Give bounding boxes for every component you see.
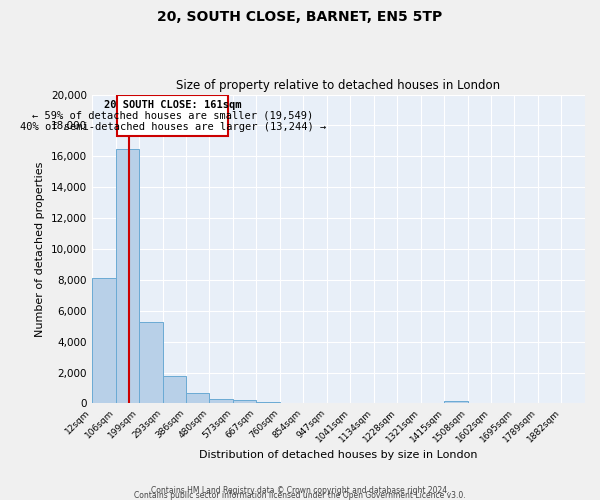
Text: 20, SOUTH CLOSE, BARNET, EN5 5TP: 20, SOUTH CLOSE, BARNET, EN5 5TP (157, 10, 443, 24)
X-axis label: Distribution of detached houses by size in London: Distribution of detached houses by size … (199, 450, 478, 460)
Bar (186, 392, 209, 404)
Bar (256, 402, 280, 404)
Bar (233, 400, 256, 404)
Bar (92, 278, 116, 404)
Text: Contains HM Land Registry data © Crown copyright and database right 2024.: Contains HM Land Registry data © Crown c… (151, 486, 449, 495)
Bar (209, 399, 233, 404)
Text: 40% of semi-detached houses are larger (13,244) →: 40% of semi-detached houses are larger (… (20, 122, 326, 132)
Text: ← 59% of detached houses are smaller (19,549): ← 59% of detached houses are smaller (19… (32, 111, 313, 121)
Text: 20 SOUTH CLOSE: 161sqm: 20 SOUTH CLOSE: 161sqm (104, 100, 241, 110)
Bar (117, 94, 229, 136)
Title: Size of property relative to detached houses in London: Size of property relative to detached ho… (176, 79, 500, 92)
Bar (139, 322, 163, 404)
Bar (163, 376, 186, 404)
Bar (444, 401, 467, 404)
Text: Contains public sector information licensed under the Open Government Licence v3: Contains public sector information licen… (134, 491, 466, 500)
Bar (116, 148, 139, 404)
Y-axis label: Number of detached properties: Number of detached properties (35, 162, 46, 336)
